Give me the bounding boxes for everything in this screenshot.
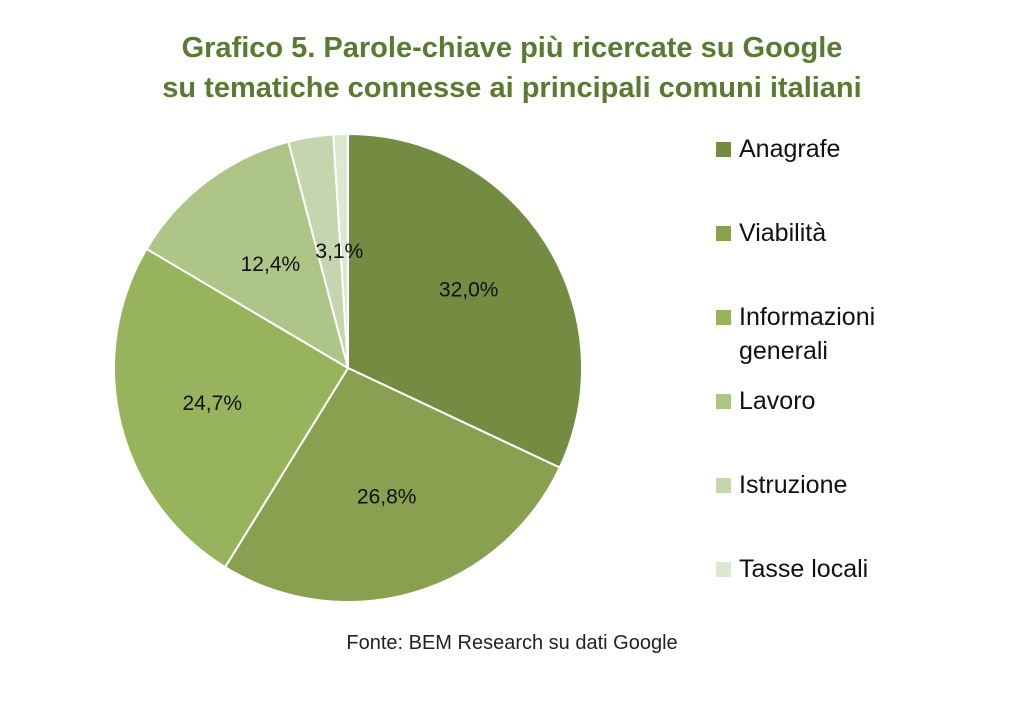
legend-label-informazioni-generali: Informazioni generali xyxy=(739,303,876,365)
chart-title: Grafico 5. Parole-chiave più ricercate s… xyxy=(0,28,1024,108)
source-note: Fonte: BEM Research su dati Google xyxy=(346,632,678,654)
chart-title-line-2: su tematiche connesse ai principali comu… xyxy=(162,72,862,104)
legend-item-tasse-locali: Tasse locali xyxy=(716,552,919,586)
legend-item-lavoro: Lavoro xyxy=(716,384,919,418)
pie-label-viabilit-: 26,8% xyxy=(357,486,417,509)
pie-slice-tasse-locali xyxy=(332,132,349,369)
legend-label-lavoro: Lavoro xyxy=(739,387,816,415)
pie-slice-anagrafe xyxy=(347,132,583,469)
pie-label-anagrafe: 32,0% xyxy=(439,279,499,302)
pie-label-lavoro: 12,4% xyxy=(241,253,301,276)
legend-item-istruzione: Istruzione xyxy=(716,468,919,502)
legend-swatch-istruzione xyxy=(716,478,731,493)
pie-slices xyxy=(112,132,583,603)
legend-swatch-anagrafe xyxy=(716,142,731,157)
pie-label-istruzione: 3,1% xyxy=(315,240,363,263)
pie-slice-informazioni-generali xyxy=(112,247,350,569)
legend-swatch-informazioni-generali xyxy=(716,310,731,325)
legend-label-tasse-locali: Tasse locali xyxy=(739,555,869,583)
legend-swatch-lavoro xyxy=(716,394,731,409)
pie-label-informazioni-generali: 24,7% xyxy=(182,392,242,415)
legend-item-viabilita: Viabilità xyxy=(716,216,919,250)
legend-swatch-tasse-locali xyxy=(716,562,731,577)
legend-item-informazioni-generali: Informazioni generali xyxy=(716,300,919,368)
pie-labels: 32,0% 26,8% 24,7% 12,4% 3,1% xyxy=(182,240,498,509)
legend-label-anagrafe: Anagrafe xyxy=(739,135,841,163)
pie-slice-lavoro xyxy=(145,140,350,371)
legend-item-anagrafe: Anagrafe xyxy=(716,132,919,166)
legend-label-viabilita: Viabilità xyxy=(739,219,827,247)
chart-title-line-1: Grafico 5. Parole-chiave più ricercate s… xyxy=(181,32,843,64)
legend-swatch-viabilita xyxy=(716,226,731,241)
legend-label-istruzione: Istruzione xyxy=(739,471,848,499)
pie-slice-viabilit- xyxy=(223,366,562,603)
